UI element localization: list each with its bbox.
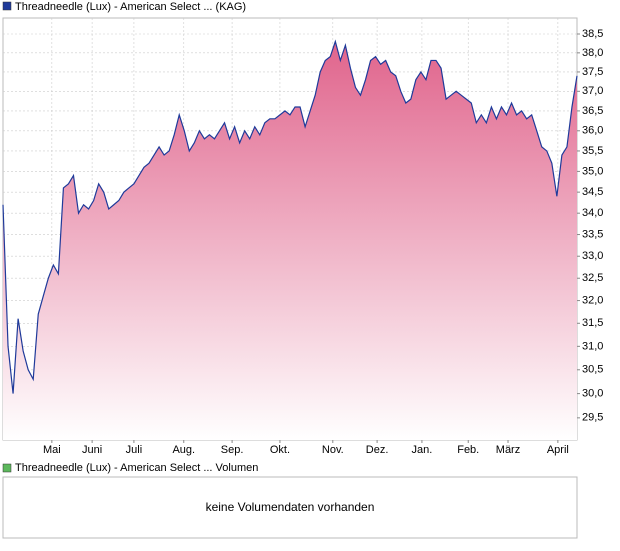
x-tick-label: Juni [82,444,102,456]
y-tick-label: 29,5 [582,412,603,424]
legend-label: Threadneedle (Lux) - American Select ...… [15,1,246,13]
y-tick-label: 36,0 [582,125,603,137]
volume-frame [2,476,578,539]
y-tick-label: 31,5 [582,317,603,329]
x-tick-label: Aug. [172,444,195,456]
y-tick-label: 33,5 [582,228,603,240]
area-fill [3,41,577,441]
x-tick-label: Nov. [322,444,344,456]
y-tick-label: 32,0 [582,294,603,306]
x-tick-label: Jan. [412,444,433,456]
y-tick-label: 38,5 [582,28,603,40]
x-tick-label: Mai [43,444,61,456]
y-tick-label: 38,0 [582,47,603,59]
y-tick-label: 30,0 [582,388,603,400]
y-tick-label: 33,0 [582,250,603,262]
legend-swatch [2,463,12,473]
y-tick-label: 36,5 [582,105,603,117]
legend-label: Threadneedle (Lux) - American Select ...… [15,462,258,474]
x-tick-label: Sep. [221,444,244,456]
y-tick-label: 37,0 [582,85,603,97]
price-line [2,39,578,394]
volume-message: keine Volumendaten vorhanden [206,500,375,514]
x-tick-label: Juli [126,444,143,456]
x-tick-label: März [496,444,520,456]
x-tick-label: Feb. [457,444,479,456]
y-tick-label: 30,5 [582,364,603,376]
y-tick-label: 31,0 [582,340,603,352]
y-tick-label: 34,5 [582,186,603,198]
y-tick-label: 37,5 [582,66,603,78]
x-tick-label: Okt. [270,444,290,456]
y-tick-label: 34,0 [582,207,603,219]
y-tick-label: 35,0 [582,165,603,177]
x-tick-label: Dez. [366,444,389,456]
x-tick-label: April [547,444,569,456]
y-tick-label: 35,5 [582,145,603,157]
y-tick-label: 32,5 [582,272,603,284]
legend-swatch [2,1,12,11]
